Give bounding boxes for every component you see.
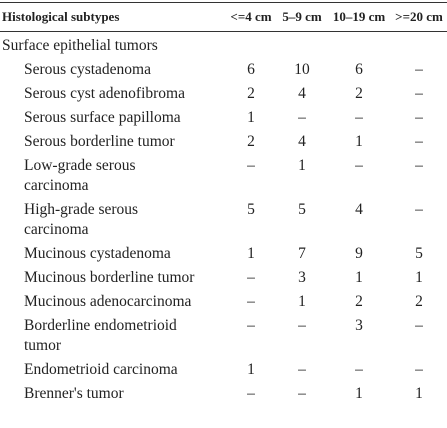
cell-value: 1: [415, 385, 423, 402]
cell-value: 1: [355, 133, 363, 150]
cell-value: –: [247, 385, 255, 402]
cell-value: –: [355, 157, 363, 174]
cell-value: 3: [355, 317, 363, 334]
cell-value: –: [298, 109, 306, 126]
cell-value: 1: [247, 361, 255, 378]
cell-value: –: [355, 109, 363, 126]
column-header: 10–19 cm: [327, 2, 391, 32]
cell-value: 6: [247, 61, 255, 78]
cell-value: –: [415, 61, 423, 78]
cell-value: 6: [355, 61, 363, 78]
cell-value: 1: [298, 293, 306, 310]
table-row: Serous cystadenoma 6 10 6 –: [0, 58, 447, 82]
column-header: >=20 cm: [391, 2, 447, 32]
cell-value: 9: [355, 245, 363, 262]
cell-value: 4: [298, 85, 306, 102]
cell-value: –: [415, 85, 423, 102]
cell-value: –: [247, 293, 255, 310]
table-row: Borderline endometrioid tumor – – 3 –: [0, 314, 447, 358]
cell-value: 5: [298, 201, 306, 218]
row-label: Serous surface papilloma: [24, 109, 181, 126]
cell-value: 1: [247, 109, 255, 126]
cell-value: –: [298, 317, 306, 334]
table-row: High-grade serous carcinoma 5 5 4 –: [0, 198, 447, 242]
cell-value: 10: [294, 61, 310, 78]
cell-value: 4: [355, 201, 363, 218]
cell-value: 7: [298, 245, 306, 262]
table-row: Brenner's tumor – – 1 1: [0, 382, 447, 406]
cell-value: –: [415, 109, 423, 126]
row-label: Serous cyst adenofibroma: [24, 85, 185, 102]
cell-value: –: [415, 361, 423, 378]
section-row: Surface epithelial tumors: [0, 32, 447, 59]
row-label: Serous borderline tumor: [24, 133, 175, 150]
table-row: Endometrioid carcinoma 1 – – –: [0, 358, 447, 382]
cell-value: 2: [355, 85, 363, 102]
header-row: Histological subtypes <=4 cm 5–9 cm 10–19 c…: [0, 2, 447, 32]
section-label: Surface epithelial tumors: [2, 37, 158, 54]
cell-value: 3: [298, 269, 306, 286]
row-label: Low-grade serous carcinoma: [24, 157, 136, 194]
table-row: Serous cyst adenofibroma 2 4 2 –: [0, 82, 447, 106]
row-label: Mucinous adenocarcinoma: [24, 293, 192, 310]
row-label: Endometrioid carcinoma: [24, 361, 178, 378]
cell-value: 2: [415, 293, 423, 310]
cell-value: 1: [415, 269, 423, 286]
table-row: Low-grade serous carcinoma – 1 – –: [0, 154, 447, 198]
table-row: Mucinous borderline tumor – 3 1 1: [0, 266, 447, 290]
cell-value: 2: [247, 85, 255, 102]
table-row: Mucinous cystadenoma 1 7 9 5: [0, 242, 447, 266]
cell-value: –: [415, 133, 423, 150]
cell-value: –: [415, 317, 423, 334]
cell-value: –: [247, 317, 255, 334]
table-row: Serous borderline tumor 2 4 1 –: [0, 130, 447, 154]
cell-value: 4: [298, 133, 306, 150]
cell-value: –: [298, 385, 306, 402]
column-header: 5–9 cm: [277, 2, 327, 32]
cell-value: 1: [355, 385, 363, 402]
table-row: Serous surface papilloma 1 – – –: [0, 106, 447, 130]
cell-value: 5: [247, 201, 255, 218]
cell-value: –: [415, 157, 423, 174]
cell-value: 5: [415, 245, 423, 262]
cell-value: –: [247, 157, 255, 174]
cell-value: –: [298, 361, 306, 378]
row-label: Mucinous cystadenoma: [24, 245, 171, 262]
cell-value: 1: [247, 245, 255, 262]
cell-value: 1: [355, 269, 363, 286]
table-header: Histological subtypes <=4 cm 5–9 cm 10–19 c…: [0, 2, 447, 32]
cell-value: 2: [247, 133, 255, 150]
label-header: Histological subtypes: [0, 2, 225, 32]
cell-value: 2: [355, 293, 363, 310]
row-label: Mucinous borderline tumor: [24, 269, 195, 286]
table-row: Mucinous adenocarcinoma – 1 2 2: [0, 290, 447, 314]
column-header: <=4 cm: [225, 2, 277, 32]
row-label: High-grade serous carcinoma: [24, 201, 139, 238]
subtypes-table: Histological subtypes <=4 cm 5–9 cm 10–19 c…: [0, 2, 447, 406]
cell-value: –: [415, 201, 423, 218]
row-label: Borderline endometrioid tumor: [24, 317, 177, 354]
row-label: Serous cystadenoma: [24, 61, 151, 78]
table-body: Surface epithelial tumors Serous cystade…: [0, 32, 447, 407]
cell-value: –: [247, 269, 255, 286]
cell-value: –: [355, 361, 363, 378]
row-label: Brenner's tumor: [24, 385, 124, 402]
cell-value: 1: [298, 157, 306, 174]
